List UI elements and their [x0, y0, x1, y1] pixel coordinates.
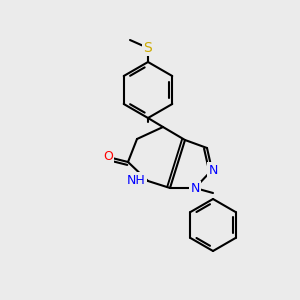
Text: N: N: [190, 182, 200, 196]
Text: S: S: [144, 41, 152, 55]
Text: NH: NH: [127, 173, 146, 187]
Text: N: N: [208, 164, 218, 176]
Text: O: O: [103, 149, 113, 163]
